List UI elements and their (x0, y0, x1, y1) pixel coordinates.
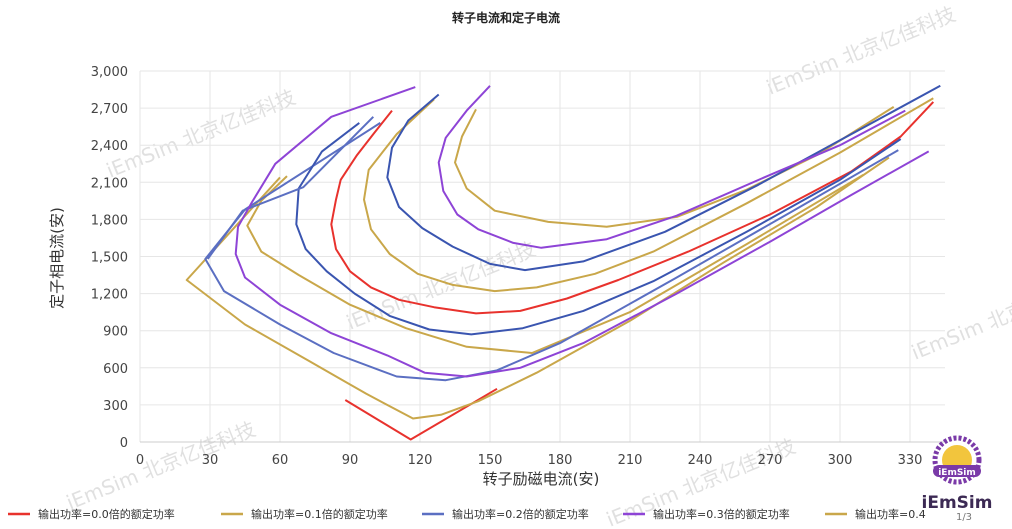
grid (139, 70, 945, 443)
y-tick-label: 600 (103, 362, 128, 377)
series-line (234, 86, 930, 378)
x-tick-label: 300 (828, 453, 853, 468)
legend-item[interactable]: 输出功率=0.1倍的额定功率 (221, 507, 388, 521)
x-tick-label: 120 (408, 453, 433, 468)
series-line (386, 84, 941, 272)
y-tick-label: 3,000 (91, 65, 128, 80)
x-tick-label: 30 (202, 453, 219, 468)
legend-item[interactable]: 输出功率=0.4 (825, 507, 926, 521)
series-line (295, 122, 902, 336)
x-tick-label: 0 (136, 453, 144, 468)
x-tick-label: 150 (478, 453, 503, 468)
legend-label: 输出功率=0.1倍的额定功率 (251, 507, 388, 521)
x-axis-title: 转子励磁电流(安) (483, 470, 600, 488)
y-tick-label: 1,800 (91, 213, 128, 228)
logo-badge-text: iEmSim (938, 468, 976, 478)
series-line (185, 156, 890, 420)
legend-label: 输出功率=0.4 (855, 507, 926, 521)
y-tick-label: 2,100 (91, 176, 128, 191)
x-tick-label: 210 (618, 453, 643, 468)
series-line (246, 174, 864, 354)
series-line (363, 97, 934, 293)
pager-label[interactable]: 1/3 (956, 512, 972, 523)
x-tick-label: 270 (758, 453, 783, 468)
y-tick-label: 1,500 (91, 251, 128, 266)
y-tick-label: 0 (120, 436, 128, 451)
series-line (204, 122, 899, 382)
legend-label: 输出功率=0.0倍的额定功率 (38, 507, 175, 521)
legend-label: 输出功率=0.3倍的额定功率 (653, 507, 790, 521)
y-axis-title: 定子相电流(安) (48, 207, 66, 309)
legend-item[interactable]: 输出功率=0.0倍的额定功率 (8, 507, 175, 521)
x-tick-label: 180 (548, 453, 573, 468)
legend-label: 输出功率=0.2倍的额定功率 (452, 507, 589, 521)
y-tick-label: 900 (103, 325, 128, 340)
iemsim-logo: iEmSim iEmSim 1/3 (922, 435, 993, 523)
x-tick-label: 330 (898, 453, 923, 468)
x-tick-label: 60 (272, 453, 289, 468)
series-lines (185, 84, 941, 441)
legend-item[interactable]: 输出功率=0.2倍的额定功率 (422, 507, 589, 521)
y-tick-label: 2,400 (91, 139, 128, 154)
x-tick-label: 240 (688, 453, 713, 468)
x-tick-label: 90 (342, 453, 359, 468)
y-axis-ticks: 0 300 600 900 1,200 1,500 1,800 2,100 2,400 2,700… (91, 65, 128, 451)
legend-item[interactable]: 输出功率=0.3倍的额定功率 (623, 507, 790, 521)
x-axis-ticks: 0 30 60 90 120 150 180 210 240 270 300 330 (136, 453, 923, 468)
legend[interactable]: 输出功率=0.0倍的额定功率 输出功率=0.1倍的额定功率 输出功率=0.2倍的额定… (8, 507, 926, 521)
logo-badge (933, 465, 981, 477)
chart-title: 转子电流和定子电流 (452, 10, 560, 25)
y-tick-label: 300 (103, 399, 128, 414)
y-tick-label: 2,700 (91, 102, 128, 117)
logo-text: iEmSim (922, 493, 993, 513)
series-line (206, 116, 375, 260)
series-line (437, 85, 906, 249)
series-line (330, 101, 935, 315)
y-tick-label: 1,200 (91, 288, 128, 303)
